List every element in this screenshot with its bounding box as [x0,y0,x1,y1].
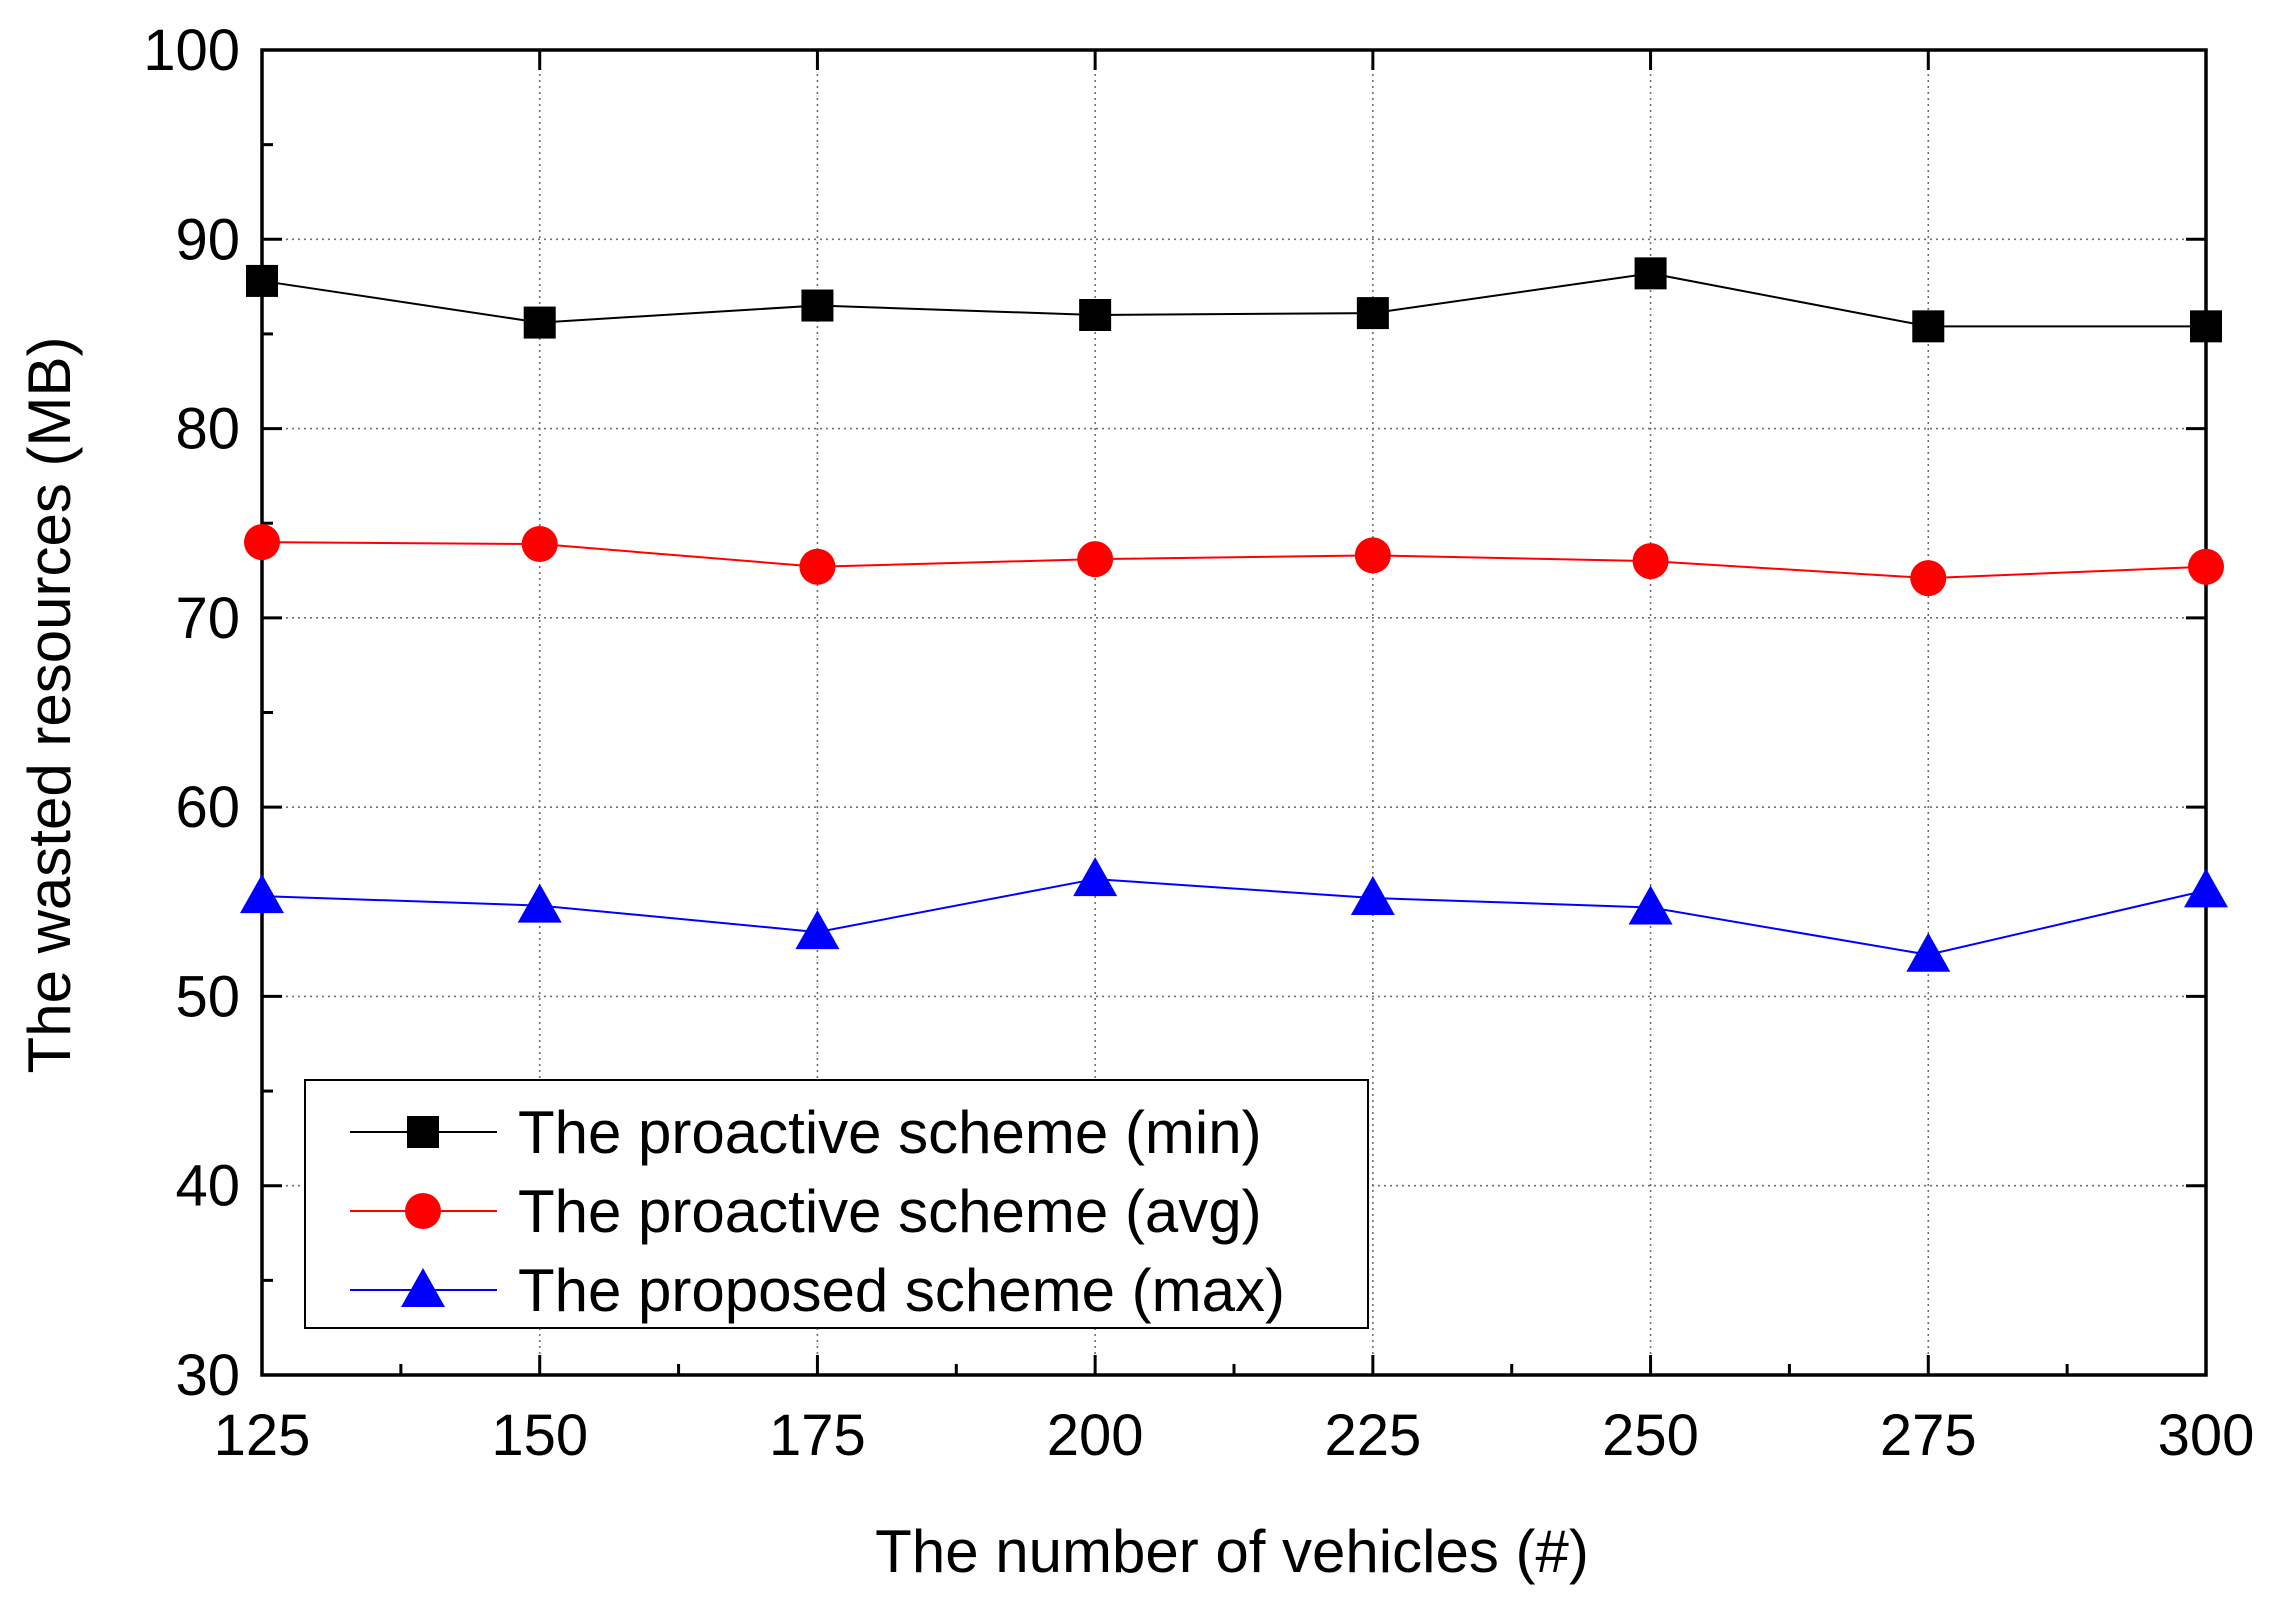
x-tick-label: 200 [1047,1403,1144,1468]
data-point-square [523,306,556,339]
y-axis-title: The wasted resources (MB) [16,337,83,1074]
series-square [246,257,2222,343]
data-point-square [246,264,278,297]
data-point-square [1356,297,1389,330]
y-tick-label: 50 [175,964,240,1029]
data-point-triangle [240,874,284,914]
legend-marker-square [407,1116,439,1148]
data-point-triangle [1073,857,1118,897]
series-line-triangle [261,878,2207,956]
data-point-square [1079,299,1112,331]
data-point-circle [521,526,558,563]
x-tick-label: 300 [2158,1403,2255,1468]
legend-label: The proactive scheme (min) [518,1099,1262,1166]
data-point-square [801,289,834,322]
series-line-square [261,272,2206,328]
data-point-circle [799,548,836,585]
series [240,257,2228,972]
data-point-circle [244,524,280,561]
y-tick-label: 80 [175,397,240,462]
data-point-square [1634,257,1667,290]
data-point-circle [2188,548,2224,585]
y-tick-label: 40 [175,1154,240,1219]
data-point-circle [1632,543,1669,580]
data-point-triangle [2184,868,2228,908]
x-tick-label: 175 [769,1403,866,1468]
data-point-circle [1077,541,1114,578]
x-tick-label: 150 [491,1403,588,1468]
y-tick-label: 30 [175,1343,240,1408]
series-circle [244,524,2224,597]
x-axis-title: The number of vehicles (#) [875,1518,1589,1585]
data-point-triangle [1906,932,1951,972]
legend-box [304,1079,1369,1329]
legend-label: The proposed scheme (max) [518,1257,1285,1324]
data-point-triangle [795,910,840,950]
series-triangle [240,857,2228,972]
x-tick-label: 275 [1880,1403,1977,1468]
y-tick-label: 90 [175,207,240,272]
data-point-square [2190,310,2222,343]
series-line-circle [261,541,2207,580]
y-tick-label: 60 [175,775,240,840]
legend-marker-circle [405,1193,441,1229]
x-tick-label: 125 [214,1403,311,1468]
x-tick-label: 225 [1324,1403,1421,1468]
data-point-triangle [1628,885,1673,925]
legend-marker-triangle [401,1268,445,1307]
legend: The proactive scheme (min) The proactive … [304,1079,1369,1329]
data-point-square [1912,310,1945,343]
axes: 125 150 175 200 225 250 275 300 30 40 50 60 70 80 90 10… [143,18,2254,1468]
legend-label: The proactive scheme (avg) [518,1178,1262,1245]
y-tick-label: 100 [143,18,240,83]
y-tick-label: 70 [175,586,240,651]
data-point-triangle [517,883,562,923]
data-point-circle [1910,560,1947,597]
data-point-circle [1354,537,1391,574]
x-tick-label: 250 [1602,1403,1699,1468]
data-point-triangle [1350,876,1395,915]
